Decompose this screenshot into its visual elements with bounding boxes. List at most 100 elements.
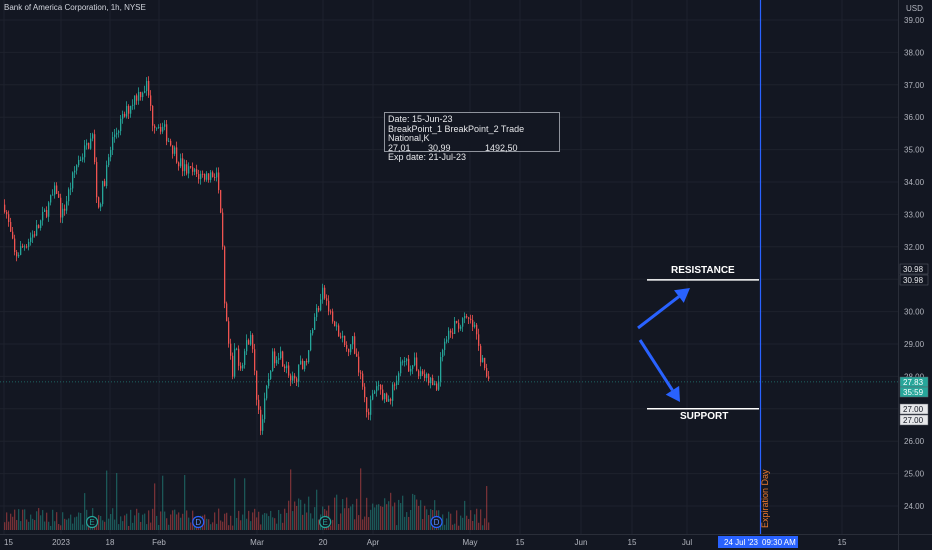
candle-body — [16, 251, 18, 257]
candle-body — [134, 95, 136, 105]
volume-bar — [224, 513, 226, 530]
volume-bar — [162, 475, 164, 530]
candle-body — [100, 204, 102, 208]
candle-body — [62, 208, 64, 218]
volume-bar — [222, 521, 224, 530]
candle-body — [430, 377, 432, 384]
candle-body — [204, 174, 206, 180]
candle-body — [94, 134, 96, 163]
candle-body — [452, 332, 454, 334]
volume-bar — [408, 516, 410, 530]
candle-body — [70, 188, 72, 190]
volume-bar — [372, 503, 374, 530]
volume-bar — [270, 510, 272, 530]
volume-bar — [290, 469, 292, 530]
candle-body — [330, 311, 332, 313]
candle-body — [178, 162, 180, 167]
volume-bar — [272, 517, 274, 530]
candle-body — [308, 350, 310, 363]
volume-bar — [474, 514, 476, 530]
candle-body — [438, 381, 440, 390]
volume-bar — [308, 496, 310, 530]
volume-bar — [176, 514, 178, 530]
candle-body — [226, 303, 228, 322]
candle-body — [132, 104, 134, 106]
candle-body — [184, 164, 186, 172]
candle-body — [450, 330, 452, 333]
time-axis[interactable]: 15 2023 18 Feb Mar 20 Apr May 15 Jun 15 Jul 15 24 Jul… — [0, 534, 932, 549]
candle-body — [244, 351, 246, 365]
volume-bar — [282, 522, 284, 530]
volume-bar — [330, 525, 332, 530]
candle-body — [144, 91, 146, 93]
volume-bar — [54, 521, 56, 530]
price-axis[interactable]: 24.0025.0026.0027.0028.0029.0030.0031.00… — [898, 0, 929, 550]
candle-body — [196, 169, 198, 175]
volume-bar — [472, 521, 474, 530]
volume-bar — [266, 513, 268, 530]
candle-body — [440, 357, 442, 382]
candle-body — [378, 385, 380, 387]
candle-body — [78, 159, 80, 166]
volume-bar — [388, 501, 390, 530]
volume-bar — [26, 519, 28, 530]
candle-body — [158, 127, 160, 129]
volume-bar — [406, 512, 408, 530]
volume-bar — [260, 524, 262, 530]
candle-body — [58, 193, 60, 198]
candle-body — [464, 316, 466, 319]
candle-body — [56, 185, 58, 194]
volume-bar — [422, 519, 424, 530]
volume-bar — [360, 468, 362, 530]
candle-body — [206, 173, 208, 180]
candle-body — [384, 393, 386, 400]
volume-bar — [70, 514, 72, 530]
volume-bar — [334, 497, 336, 530]
candle-body — [114, 134, 116, 138]
candle-body — [218, 172, 220, 191]
volume-bar — [386, 504, 388, 530]
volume-bar — [428, 515, 430, 530]
volume-bar — [130, 509, 132, 530]
volume-bar — [6, 512, 8, 530]
volume-bar — [362, 519, 364, 530]
candle-body — [84, 145, 86, 158]
volume-bar — [262, 514, 264, 530]
candle-body — [254, 349, 256, 371]
volume-bar — [74, 517, 76, 530]
volume-bar — [304, 503, 306, 530]
candle-body — [68, 189, 70, 202]
volume-bar — [232, 525, 234, 530]
volume-bar — [396, 525, 398, 530]
price-tick-label: 24.00 — [904, 502, 925, 511]
volume-bar — [402, 495, 404, 530]
candle-body — [176, 147, 178, 163]
volume-bar — [118, 524, 120, 530]
candle-body — [44, 209, 46, 212]
volume-bar — [346, 497, 348, 530]
price-tick-label: 30.00 — [904, 308, 925, 317]
price-tick-label: 34.00 — [904, 178, 925, 187]
volume-bar — [460, 515, 462, 530]
volume-bar — [12, 516, 14, 530]
candle-body — [238, 348, 240, 366]
volume-bar — [300, 499, 302, 530]
volume-bar — [484, 518, 486, 530]
volume-bar — [392, 506, 394, 530]
volume-bar — [140, 521, 142, 530]
volume-bar — [414, 494, 416, 530]
candle-body — [160, 127, 162, 132]
candle-body — [322, 287, 324, 300]
candle-body — [312, 329, 314, 334]
volume-bar — [132, 522, 134, 530]
candle-body — [376, 386, 378, 392]
volume-bar — [468, 518, 470, 530]
volume-bar — [68, 518, 70, 530]
candle-body — [396, 380, 398, 386]
candle-body — [448, 330, 450, 340]
volume-bar — [38, 508, 40, 530]
candle-body — [348, 348, 350, 353]
candle-body — [128, 106, 130, 114]
candle-body — [214, 176, 216, 178]
